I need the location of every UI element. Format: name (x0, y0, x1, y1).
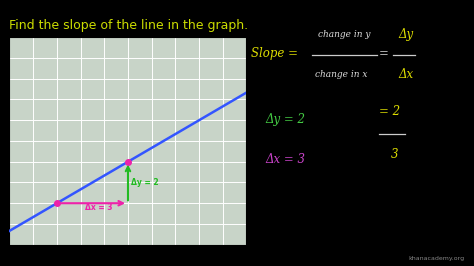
Text: Δy = 2: Δy = 2 (265, 113, 305, 126)
Text: =: = (379, 47, 389, 60)
Text: Δx = 3: Δx = 3 (85, 203, 113, 213)
Text: Δy = 2: Δy = 2 (131, 177, 158, 186)
Text: Find the slope of the line in the graph.: Find the slope of the line in the graph. (9, 19, 248, 32)
Text: change in x: change in x (315, 70, 368, 79)
Text: khanacademy.org: khanacademy.org (409, 256, 465, 261)
Text: = 2: = 2 (379, 105, 401, 118)
Text: Δx = 3: Δx = 3 (265, 153, 305, 166)
Text: Δx: Δx (398, 68, 413, 81)
Text: 3: 3 (391, 148, 399, 161)
Text: Δy: Δy (398, 28, 413, 41)
Text: Slope =: Slope = (251, 47, 298, 60)
Text: change in y: change in y (318, 30, 370, 39)
